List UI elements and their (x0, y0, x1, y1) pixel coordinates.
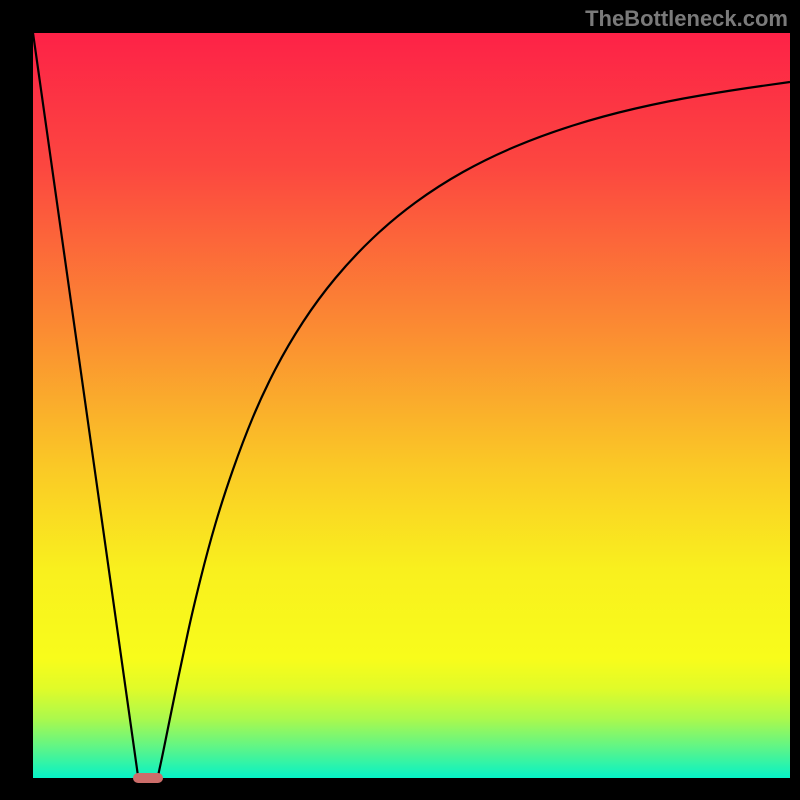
chart-container: TheBottleneck.com (0, 0, 800, 800)
left-descending-line (33, 33, 138, 776)
plot-area (33, 33, 790, 778)
curve-overlay (33, 33, 790, 778)
watermark-text: TheBottleneck.com (585, 6, 788, 32)
right-ascending-curve (158, 82, 790, 776)
bottleneck-marker (133, 773, 163, 783)
